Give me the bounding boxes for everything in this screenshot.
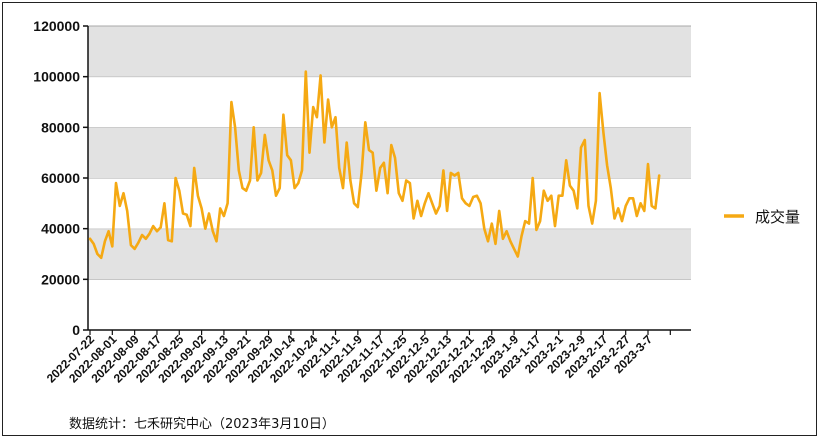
legend-label: 成交量 xyxy=(755,208,800,226)
y-tick-label: 60000 xyxy=(41,170,80,186)
grid-band xyxy=(88,228,691,280)
y-tick-label: 20000 xyxy=(41,271,80,287)
y-tick-label: 80000 xyxy=(41,119,80,135)
grid-band xyxy=(88,76,691,128)
data-source-note: 数据统计：七禾研究中心（2023年3月10日） xyxy=(69,417,335,432)
y-tick-label: 40000 xyxy=(41,221,80,237)
series-line-volume xyxy=(88,70,661,260)
chart-frame: 0 20000 40000 60000 80000 100000 120000 2022-0… xyxy=(2,2,817,436)
grid-band xyxy=(88,279,691,330)
y-tick-label: 120000 xyxy=(33,18,80,34)
grid-band xyxy=(88,26,691,77)
y-tick-label: 100000 xyxy=(33,69,80,85)
y-tick-label: 0 xyxy=(72,322,80,338)
